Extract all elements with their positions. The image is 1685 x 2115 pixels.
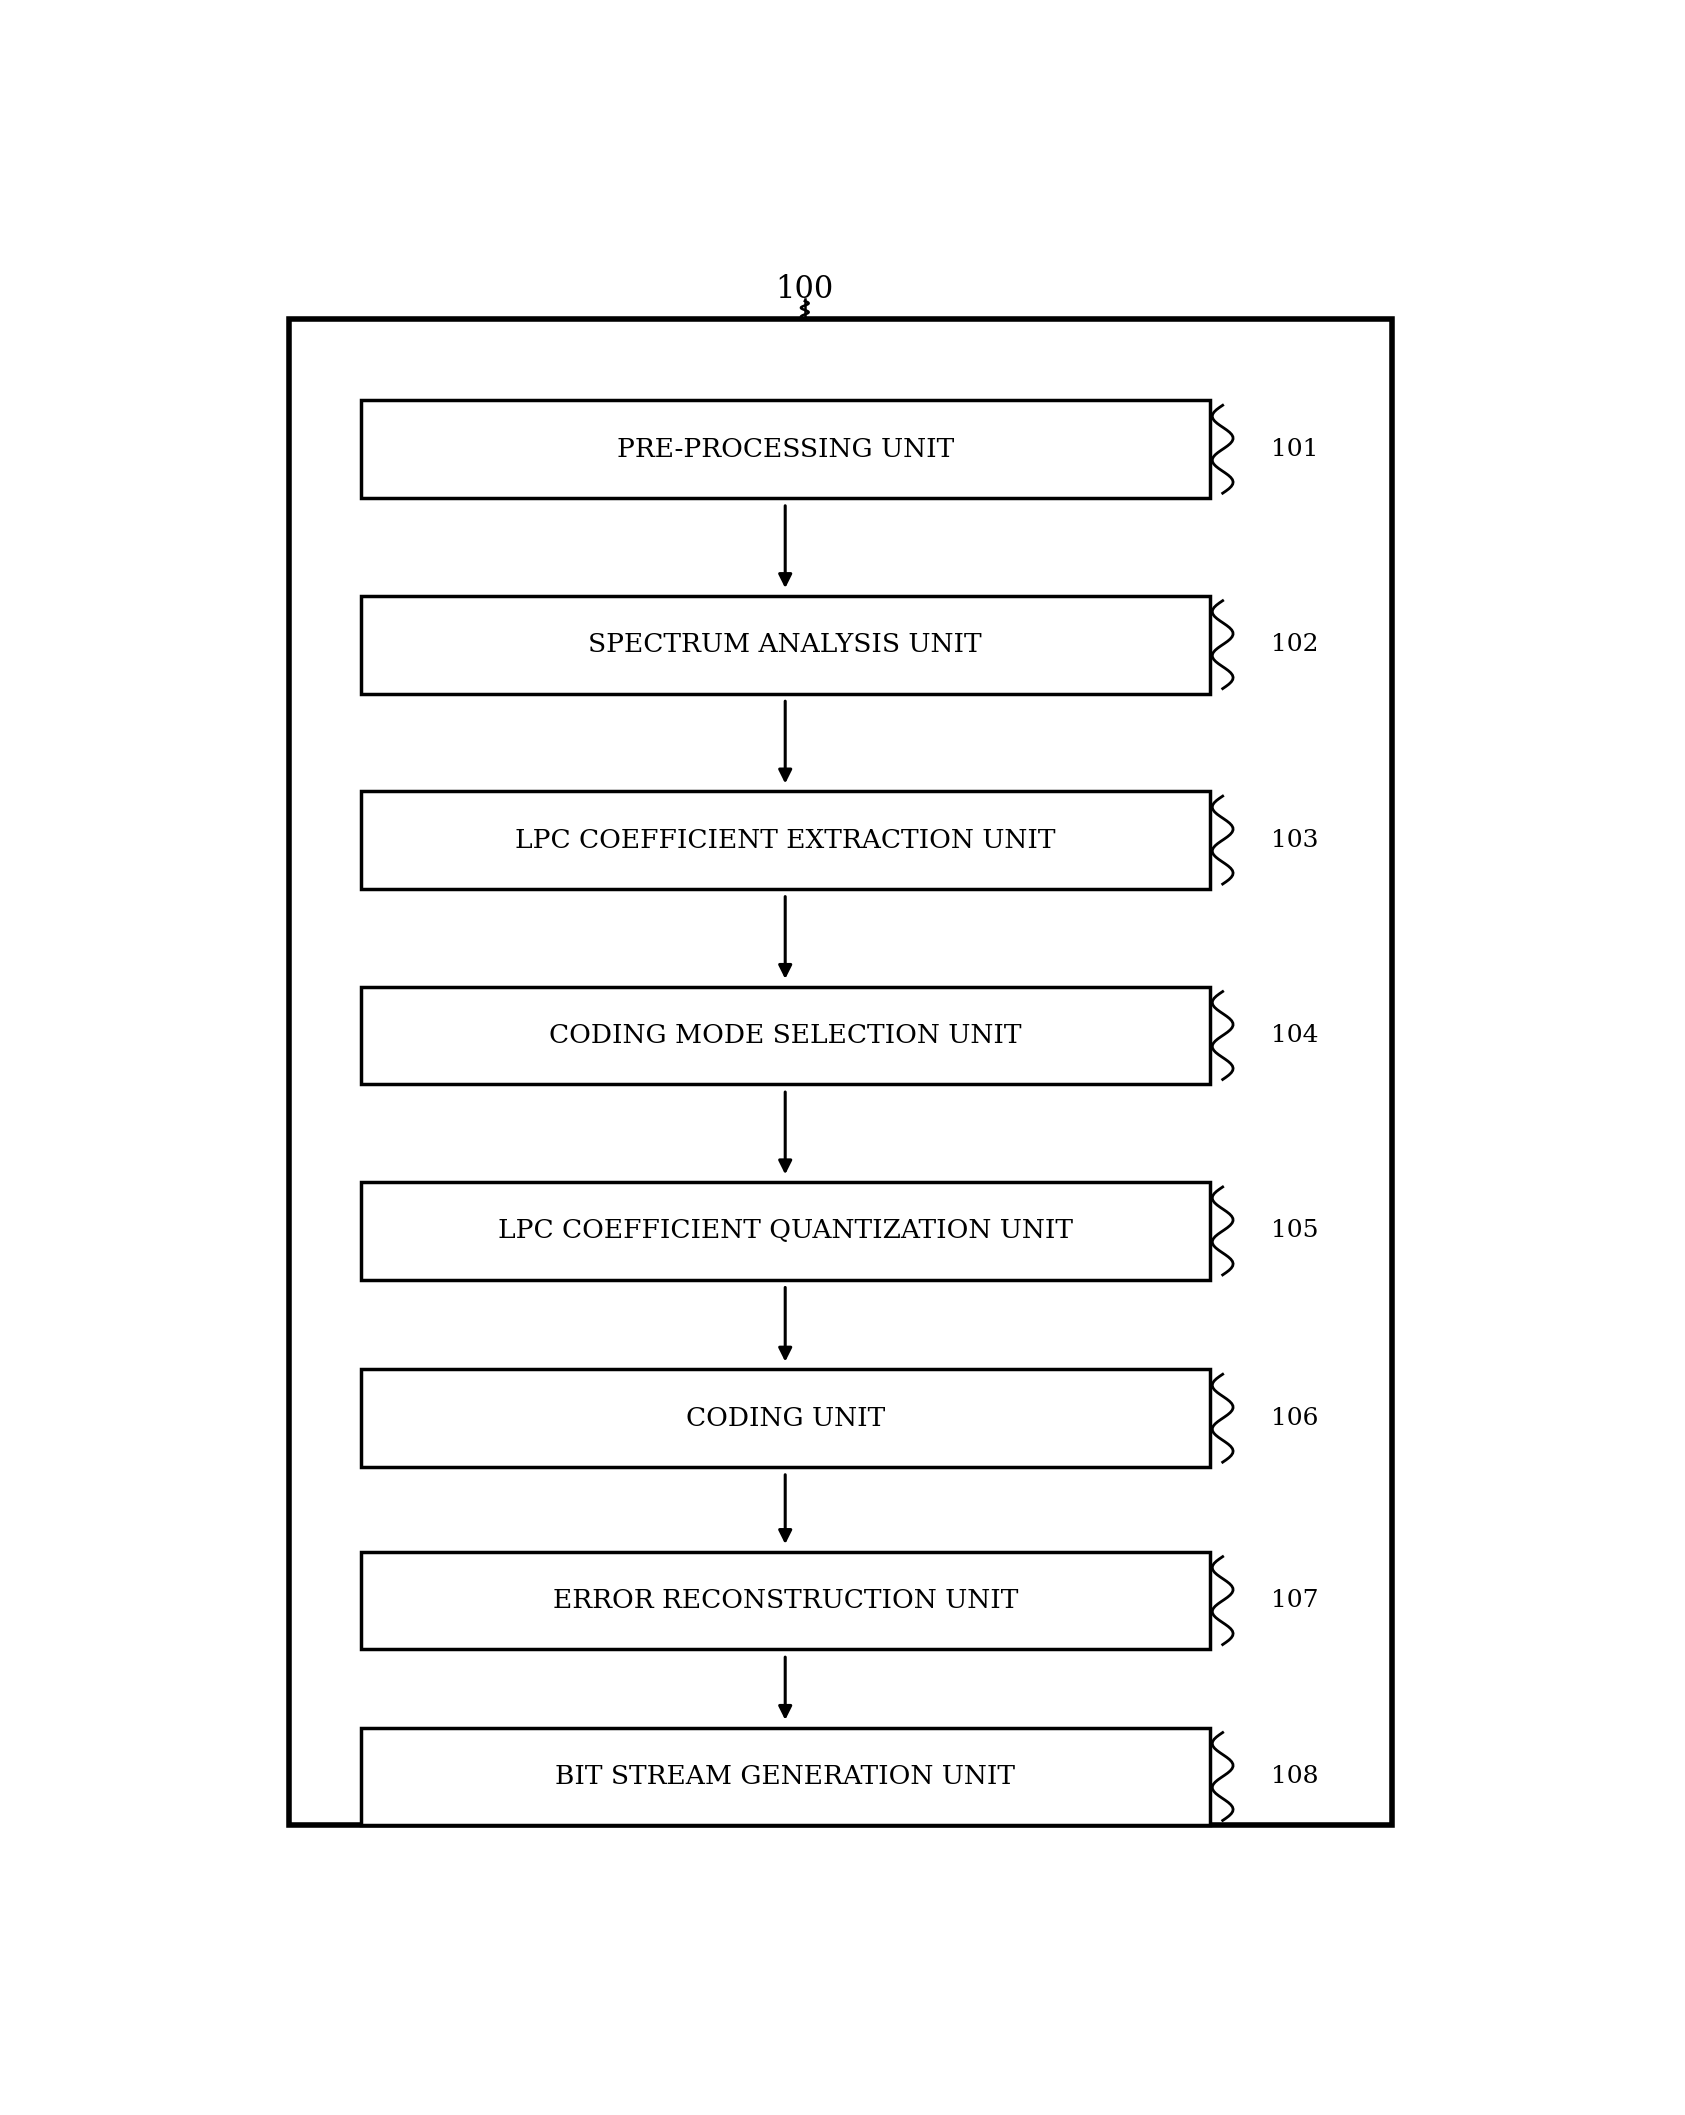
Bar: [290, 319, 1392, 1825]
Text: 103: 103: [1270, 829, 1318, 852]
Text: 106: 106: [1270, 1406, 1318, 1430]
Bar: [361, 1728, 1210, 1825]
Text: BIT STREAM GENERATION UNIT: BIT STREAM GENERATION UNIT: [556, 1764, 1014, 1789]
Text: ERROR RECONSTRUCTION UNIT: ERROR RECONSTRUCTION UNIT: [553, 1588, 1018, 1614]
Text: 105: 105: [1270, 1220, 1318, 1242]
Text: 107: 107: [1270, 1588, 1318, 1612]
Bar: [361, 1368, 1210, 1468]
Text: LPC COEFFICIENT QUANTIZATION UNIT: LPC COEFFICIENT QUANTIZATION UNIT: [497, 1218, 1073, 1244]
Bar: [361, 791, 1210, 888]
Text: 108: 108: [1270, 1766, 1318, 1787]
Text: CODING UNIT: CODING UNIT: [686, 1406, 885, 1430]
Text: 104: 104: [1270, 1024, 1318, 1047]
Bar: [361, 1552, 1210, 1650]
Text: 100: 100: [775, 275, 834, 305]
Bar: [361, 400, 1210, 499]
Bar: [361, 986, 1210, 1085]
Text: LPC COEFFICIENT EXTRACTION UNIT: LPC COEFFICIENT EXTRACTION UNIT: [516, 827, 1055, 852]
Bar: [361, 1182, 1210, 1280]
Text: PRE-PROCESSING UNIT: PRE-PROCESSING UNIT: [617, 436, 954, 461]
Text: SPECTRUM ANALYSIS UNIT: SPECTRUM ANALYSIS UNIT: [588, 632, 982, 658]
Text: 101: 101: [1270, 438, 1318, 461]
Text: CODING MODE SELECTION UNIT: CODING MODE SELECTION UNIT: [549, 1024, 1021, 1049]
Text: 102: 102: [1270, 632, 1318, 656]
Bar: [361, 596, 1210, 694]
